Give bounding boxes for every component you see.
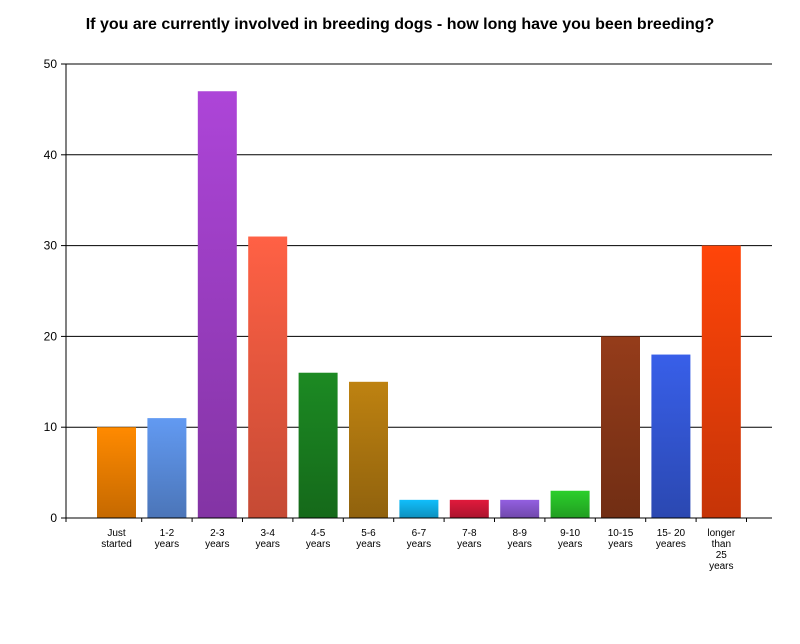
y-tick-label: 20 (44, 329, 58, 343)
chart-title: If you are currently involved in breedin… (85, 16, 715, 33)
x-category-label: 3-4 years (255, 528, 279, 550)
bar (651, 354, 691, 518)
x-category-label: 5-6 years (356, 528, 380, 550)
bar (701, 245, 741, 518)
bar (97, 427, 136, 518)
x-category-label: 4-5 years (306, 528, 330, 550)
x-category-label: 6-7 years (407, 528, 431, 550)
bar (601, 336, 640, 518)
bar (550, 490, 590, 518)
bar (500, 499, 540, 518)
y-tick-label: 50 (44, 57, 58, 71)
x-category-label: 8-9 years (507, 528, 531, 550)
bar (349, 381, 388, 518)
x-category-label: Just started (101, 528, 132, 550)
x-category-label: 2-3 years (205, 528, 229, 550)
x-category-label: 1-2 years (155, 528, 179, 550)
bar (197, 91, 237, 519)
x-category-label: longer than 25 years (707, 528, 735, 572)
y-tick-label: 30 (44, 239, 58, 253)
bar (147, 418, 187, 518)
bar (298, 372, 338, 518)
x-category-label: 10-15 years (608, 528, 634, 550)
bar (399, 499, 439, 518)
x-category-label: 9-10 years (558, 528, 582, 550)
y-tick-label: 10 (44, 420, 58, 434)
y-tick-label: 0 (50, 511, 57, 525)
y-tick-label: 40 (44, 148, 58, 162)
bar (449, 499, 489, 518)
x-category-label: 15- 20 yeares (656, 528, 686, 550)
bar (248, 236, 288, 518)
x-category-label: 7-8 years (457, 528, 481, 550)
